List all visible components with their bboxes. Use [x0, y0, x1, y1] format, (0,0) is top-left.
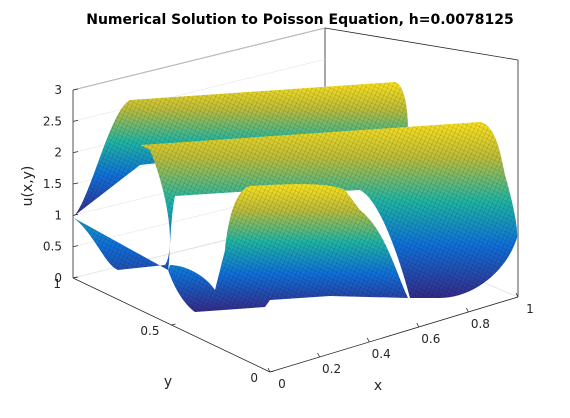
x-axis-line — [269, 296, 519, 373]
z-tick-mark — [72, 151, 79, 154]
y-axis-label: y — [164, 374, 172, 390]
y-tick-mark — [269, 370, 275, 373]
x-tick-label: 0.6 — [421, 332, 440, 346]
z-tick-label: 0.5 — [43, 240, 62, 254]
y-tick-mark — [72, 276, 78, 279]
z-tick-mark — [72, 182, 79, 185]
x-tick-mark — [267, 367, 271, 373]
x-tick-label: 0.4 — [372, 347, 391, 361]
z-tick-label: 1.5 — [43, 177, 62, 191]
y-tick-label: 1 — [53, 277, 61, 291]
y-tick-label: 0 — [250, 371, 258, 385]
x-axis-label: x — [374, 378, 382, 394]
x-tick-label: 0 — [278, 377, 286, 391]
z-tick-label: 1 — [54, 208, 62, 222]
z-tick-mark — [72, 213, 79, 216]
z-gridline — [72, 59, 326, 122]
x-tick-mark — [515, 292, 519, 298]
z-tick-label: 0 — [54, 271, 62, 285]
z-tick-labels: 0 0.5 1 1.5 2 2.5 3 — [43, 83, 79, 285]
y-tick-mark — [171, 323, 176, 326]
z-tick-label: 2 — [54, 146, 62, 160]
z-tick-mark — [72, 119, 79, 122]
x-tick-mark — [366, 337, 370, 343]
z-tick-mark — [72, 245, 79, 248]
y-tick-label: 0.5 — [140, 324, 159, 338]
surface-plot — [74, 82, 518, 312]
x-tick-label: 1 — [526, 302, 534, 316]
z-tick-mark — [72, 88, 79, 91]
chart-title: Numerical Solution to Poisson Equation, … — [86, 12, 514, 28]
x-tick-labels: 0 0.2 0.4 0.6 0.8 1 — [267, 292, 534, 391]
z-axis-label: u(x,y) — [20, 166, 36, 207]
z-tick-label: 2.5 — [43, 114, 62, 128]
x-tick-mark — [317, 352, 320, 358]
z-tick-label: 3 — [54, 83, 62, 97]
x-tick-mark — [416, 322, 420, 328]
x-tick-mark — [466, 307, 469, 313]
y-tick-labels: 00.51 — [53, 276, 275, 385]
z-gridline — [72, 27, 326, 91]
x-tick-label: 0.8 — [471, 317, 490, 331]
x-tick-label: 0.2 — [322, 362, 341, 376]
